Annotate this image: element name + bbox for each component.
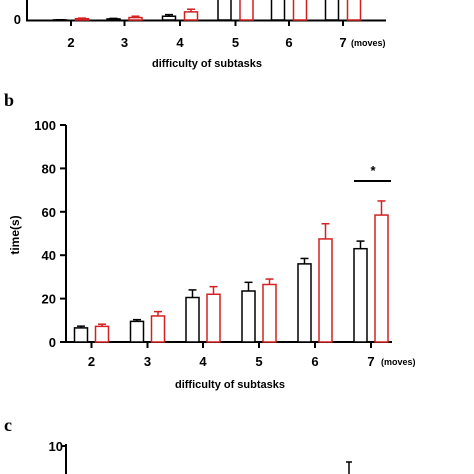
bar-5-s1: [262, 283, 277, 343]
panel-a-x-tick-label: 3: [121, 35, 128, 50]
panel-b-x-tick-label: 2: [88, 354, 95, 369]
bar-4-s0: [161, 15, 177, 21]
bar-2-s0: [73, 327, 89, 343]
panel-a-x-tick-label: 7: [339, 35, 346, 50]
panel-b-y-ticks: 0 20 40 60 80 100: [34, 118, 66, 350]
panel-c-y-tick-label: 10: [49, 439, 63, 454]
panel-b-label: b: [4, 90, 14, 110]
bar-3-s1: [128, 16, 143, 21]
panel-b-y-tick-label: 60: [42, 205, 56, 220]
bar-3-s1: [150, 315, 166, 343]
bar-7-s0: [353, 247, 368, 343]
bar-4-s1: [206, 293, 221, 343]
panel-c: c 10: [4, 415, 352, 474]
panel-a-x-tick-label: 5: [232, 35, 239, 50]
panel-a-x-tick-label: 6: [285, 35, 292, 50]
panel-a-x-tick-label: 4: [176, 35, 184, 50]
panel-b-bars: [73, 200, 389, 343]
bar-4-s1: [183, 11, 199, 21]
panel-b-x-unit: (moves): [381, 357, 416, 367]
panel-c-label: c: [4, 415, 12, 435]
bar-6-s0: [297, 263, 312, 343]
panel-a-bars: [52, 0, 362, 22]
panel-b-y-tick-label: 80: [42, 161, 56, 176]
panel-c-error-bar: [346, 461, 352, 474]
panel-b-x-tick-label: 7: [367, 354, 374, 369]
panel-b-y-tick-label: 20: [42, 292, 56, 307]
panel-b-x-ticks: 2 3 4 5 6 7: [88, 342, 375, 369]
panel-b-y-tick-label: 0: [49, 335, 56, 350]
bar-7-s1: [374, 214, 389, 343]
panel-a-x-axis-title: difficulty of subtasks: [152, 58, 262, 70]
bar-5-s1: [239, 0, 254, 21]
panel-b-x-tick-label: 5: [255, 354, 262, 369]
panel-b-y-tick-label: 100: [34, 118, 56, 133]
panel-b-y-tick-label: 40: [42, 248, 56, 263]
bar-5-s0: [217, 0, 232, 21]
bar-7-s1: [346, 0, 362, 21]
panel-a-y-tick-label: 0: [14, 12, 21, 27]
panel-a-x-ticks: 2 3 4 5 6 7: [67, 21, 347, 50]
panel-b-x-tick-label: 6: [311, 354, 318, 369]
panel-a-x-tick-label: 2: [67, 35, 74, 50]
panel-a-x-unit: (moves): [351, 38, 386, 48]
bar-7-s0: [324, 0, 340, 21]
bar-6-s0: [270, 0, 286, 21]
bar-2-s1: [94, 325, 110, 343]
bar-5-s0: [241, 290, 256, 343]
panel-b-y-axis-title: time(s): [8, 215, 22, 254]
panel-b-x-tick-label: 3: [144, 354, 151, 369]
bar-6-s1: [318, 238, 333, 343]
bar-4-s0: [185, 296, 200, 343]
bar-6-s1: [292, 0, 308, 21]
bar-3-s0: [129, 320, 145, 343]
significance-star: *: [370, 163, 376, 178]
panel-b-x-tick-label: 4: [199, 354, 207, 369]
panel-b-x-axis-title: difficulty of subtasks: [175, 379, 285, 391]
panel-a: 0 2 3 4 5 6 7 (moves) difficulty of subtasks: [14, 0, 386, 70]
